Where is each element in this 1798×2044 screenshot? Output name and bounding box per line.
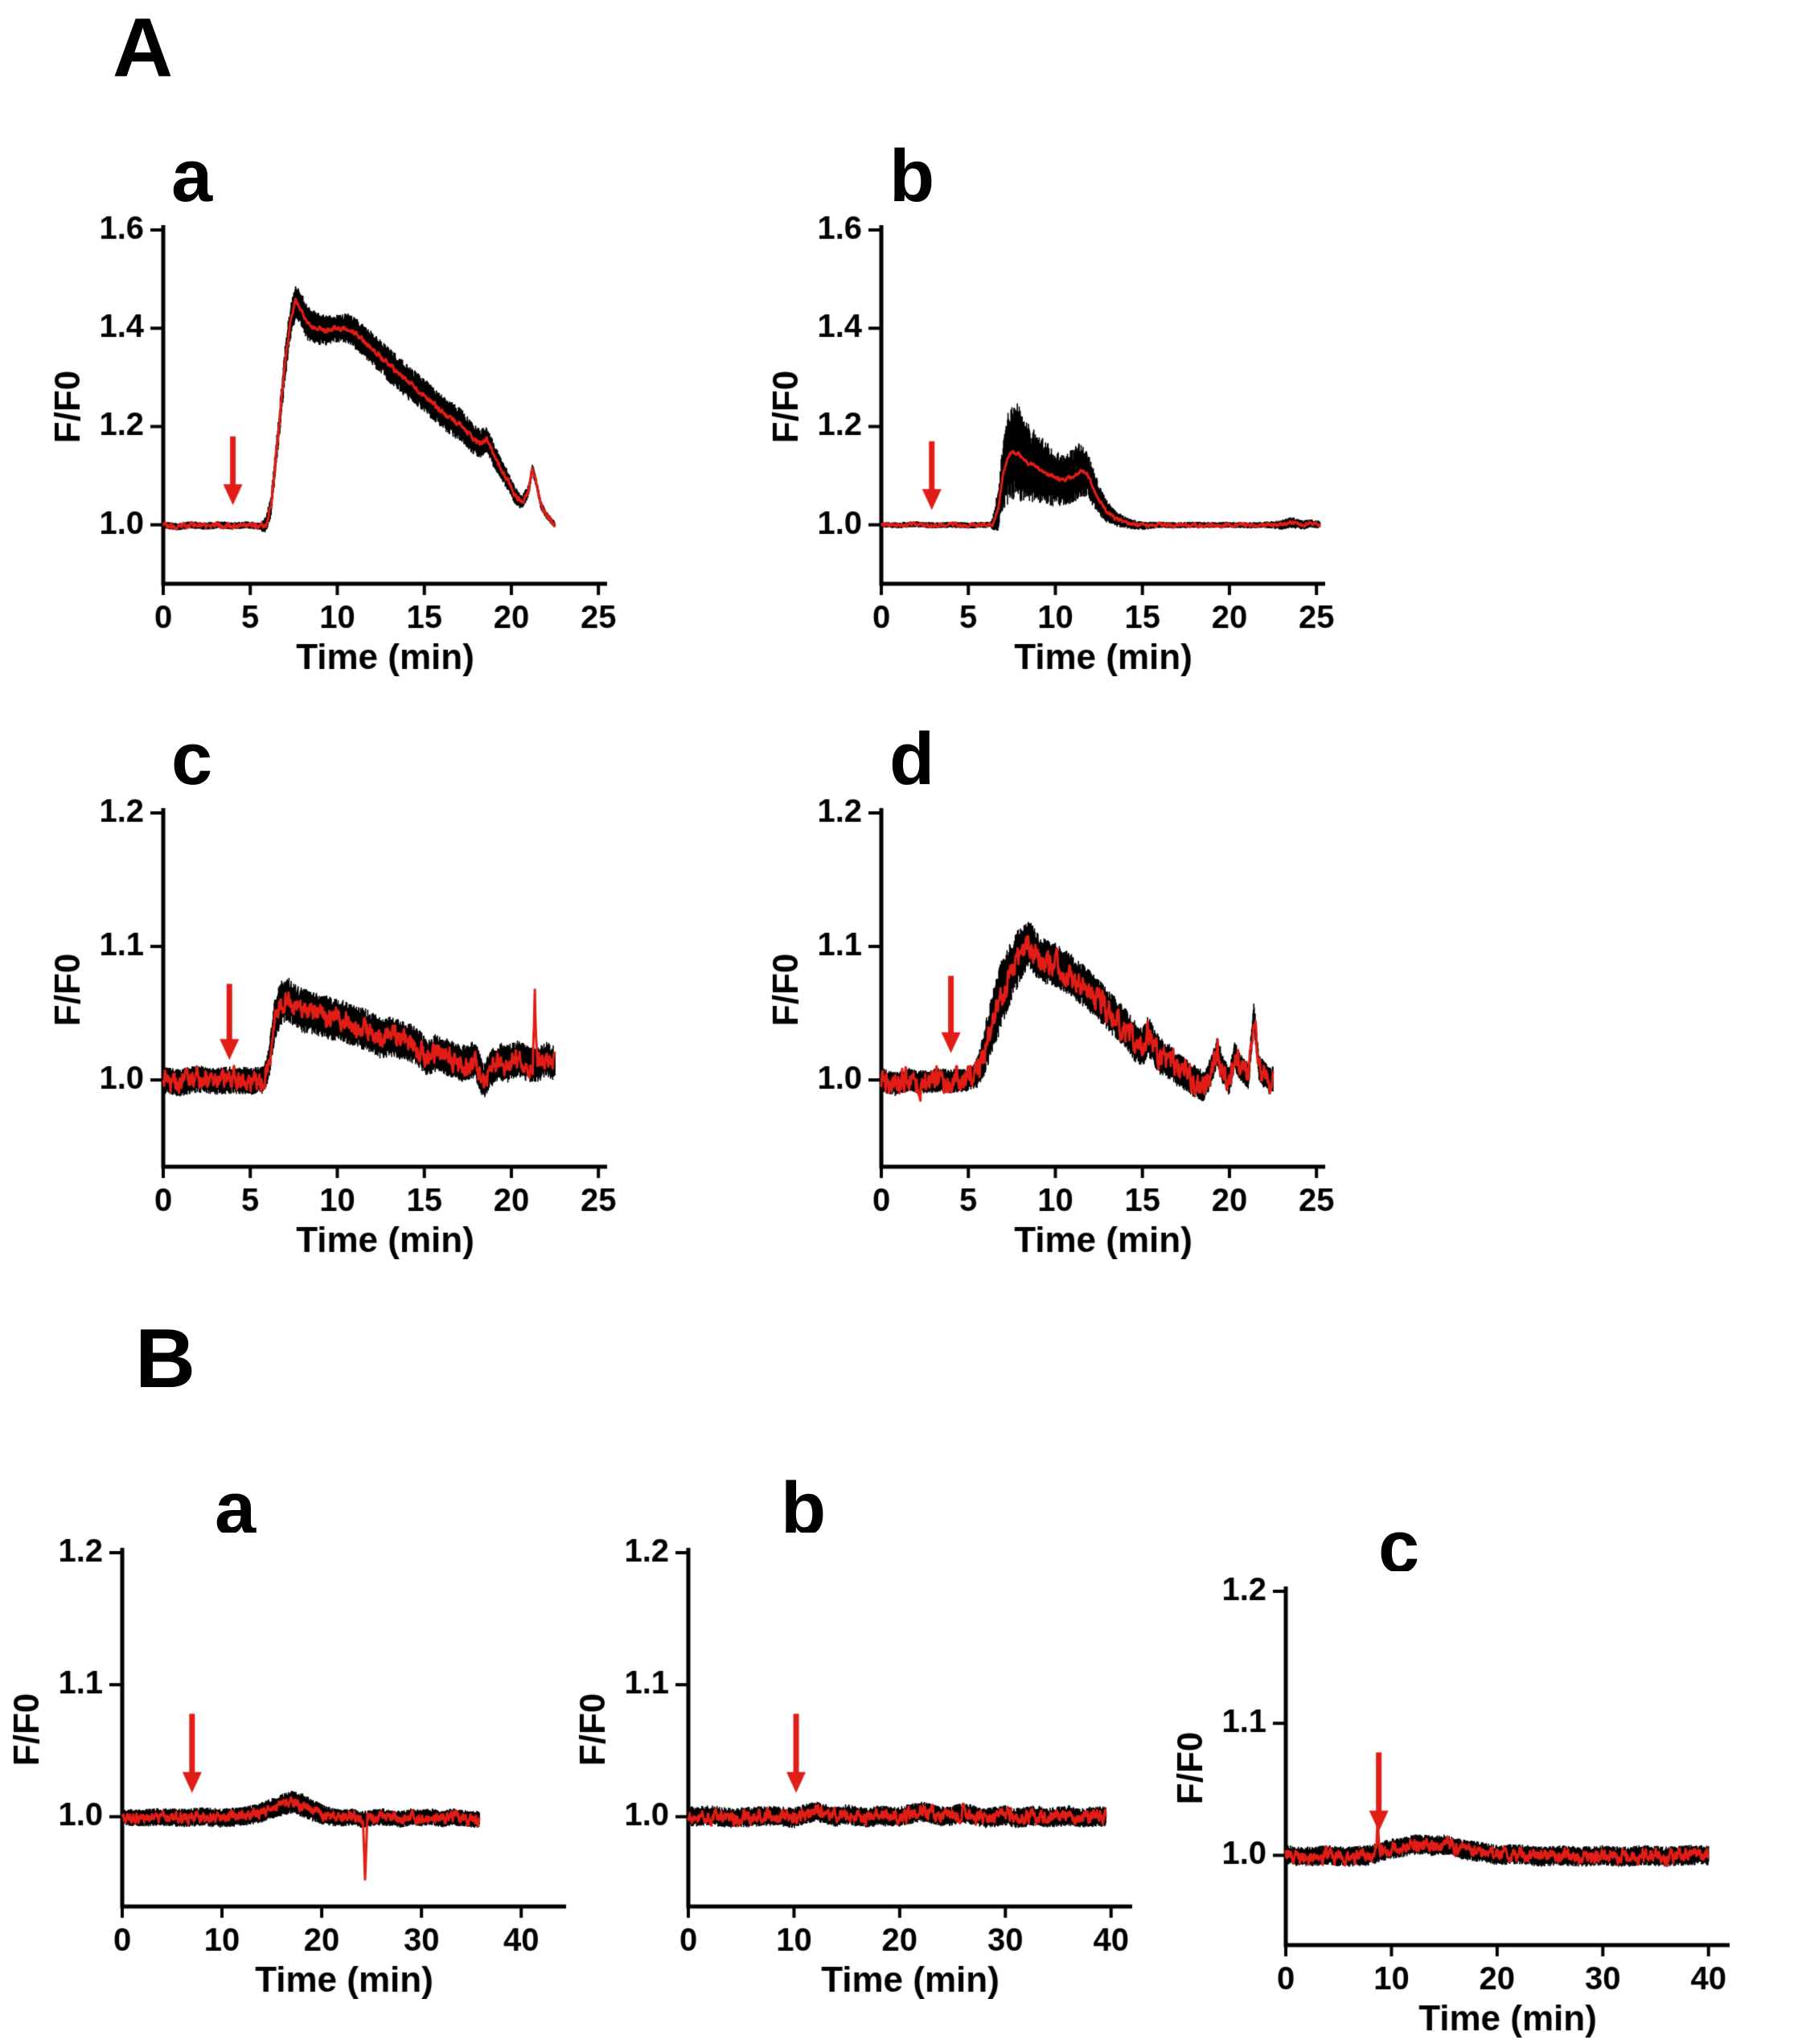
panel-A-subplot-d: d xyxy=(761,722,1340,1265)
chart-canvas-A-c xyxy=(43,793,622,1259)
chart-canvas-B-b xyxy=(568,1533,1147,1999)
subplot-A-c-label: c xyxy=(171,718,213,800)
panel-A-label: A xyxy=(113,2,174,95)
subplot-A-b-label: b xyxy=(889,135,935,217)
panel-A-subplot-b: b xyxy=(761,139,1340,682)
chart-canvas-B-a xyxy=(2,1533,581,1999)
panel-B-label: B xyxy=(135,1312,196,1406)
panel-A-subplot-c: c xyxy=(43,722,622,1265)
chart-canvas-A-b xyxy=(761,210,1340,676)
chart-canvas-B-c xyxy=(1165,1571,1744,2038)
chart-canvas-A-a xyxy=(43,210,622,676)
subplot-A-a-label: a xyxy=(171,135,213,217)
panel-A-subplot-a: a xyxy=(43,139,622,682)
panel-B-subplot-c: c xyxy=(1165,1500,1744,2043)
panel-B-subplot-a: a xyxy=(2,1462,581,2005)
subplot-A-d-label: d xyxy=(889,718,935,800)
chart-canvas-A-d xyxy=(761,793,1340,1259)
panel-B-subplot-b: b xyxy=(568,1462,1147,2005)
